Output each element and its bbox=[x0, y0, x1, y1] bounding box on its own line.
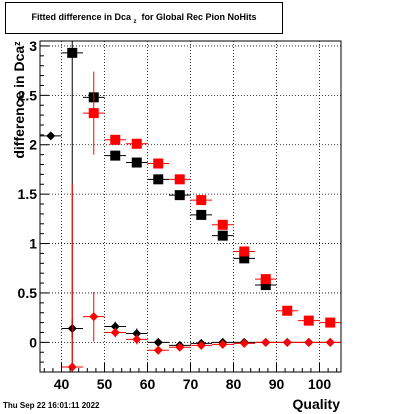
data-point-square bbox=[325, 317, 336, 328]
data-point-diamond bbox=[46, 131, 56, 141]
data-point-diamond bbox=[196, 340, 206, 350]
data-point-square bbox=[239, 253, 250, 264]
data-point-diamond bbox=[110, 322, 120, 332]
data-point-square bbox=[196, 195, 207, 206]
x-tick-label: 70 bbox=[183, 376, 199, 392]
chart-title-subscript: z bbox=[133, 19, 137, 25]
axis-ticks: 40 50 60 70 80 90 100 0 0.5 1 1.5 2 2.5 3 bbox=[18, 38, 338, 392]
chart-title: Fitted difference in Dca z for Global Re… bbox=[6, 12, 282, 25]
x-axis-label: Quality bbox=[292, 396, 340, 412]
y-tick-label: 0 bbox=[29, 334, 37, 350]
data-point-square bbox=[67, 47, 78, 58]
data-point-square bbox=[88, 108, 99, 119]
data-point-square bbox=[131, 138, 142, 149]
data-marks bbox=[40, 41, 341, 372]
y-tick-label: 0.5 bbox=[18, 285, 38, 301]
data-point-diamond bbox=[67, 362, 77, 372]
y-tick-label: 2.5 bbox=[18, 87, 38, 103]
data-point-diamond bbox=[89, 312, 99, 322]
data-point-square bbox=[131, 157, 142, 168]
data-point-square bbox=[110, 150, 121, 161]
data-point-diamond bbox=[239, 338, 249, 348]
x-tick-label: 40 bbox=[54, 376, 70, 392]
data-point-diamond bbox=[110, 327, 120, 337]
y-axis-label-main: difference in Dca bbox=[11, 45, 27, 159]
data-point-square bbox=[239, 246, 250, 257]
data-point-diamond bbox=[132, 328, 142, 338]
data-point-square bbox=[110, 134, 121, 145]
data-point-square bbox=[282, 305, 293, 316]
data-point-square bbox=[260, 280, 271, 291]
data-point-square bbox=[217, 219, 228, 230]
data-point-diamond bbox=[304, 337, 314, 347]
x-tick-label: 80 bbox=[226, 376, 242, 392]
grid bbox=[40, 41, 341, 372]
x-tick-label: 90 bbox=[269, 376, 285, 392]
y-tick-label: 2 bbox=[29, 137, 37, 153]
data-point-square bbox=[303, 315, 314, 326]
x-tick-label: 60 bbox=[140, 376, 156, 392]
data-point-square bbox=[196, 209, 207, 220]
data-point-diamond bbox=[218, 339, 228, 349]
y-tick-label: 3 bbox=[29, 38, 37, 54]
data-point-diamond bbox=[132, 334, 142, 344]
data-point-square bbox=[174, 174, 185, 185]
timestamp: Thu Sep 22 16:01:11 2022 bbox=[3, 401, 100, 410]
series-1 bbox=[83, 71, 341, 328]
y-tick-label: 1.5 bbox=[18, 186, 38, 202]
data-point-diamond bbox=[282, 337, 292, 347]
x-tick-label: 100 bbox=[308, 376, 332, 392]
data-point-diamond bbox=[153, 337, 163, 347]
chart-title-main: Fitted difference in Dca bbox=[31, 12, 131, 22]
data-point-square bbox=[217, 230, 228, 241]
title-box: Fitted difference in Dca z for Global Re… bbox=[5, 2, 283, 34]
data-point-diamond bbox=[175, 342, 185, 352]
chart-title-suffix: for Global Rec Pion NoHits bbox=[141, 12, 257, 22]
y-tick-label: 1 bbox=[29, 236, 37, 252]
data-point-square bbox=[174, 190, 185, 201]
series-3 bbox=[61, 184, 341, 372]
y-axis-label-subscript: z bbox=[12, 41, 22, 46]
data-point-diamond bbox=[153, 345, 163, 355]
data-point-square bbox=[153, 174, 164, 185]
data-point-diamond bbox=[325, 337, 335, 347]
y-axis-label: difference in Dcaz bbox=[11, 41, 27, 158]
data-point-diamond bbox=[261, 337, 271, 347]
x-tick-label: 50 bbox=[97, 376, 113, 392]
data-point-square bbox=[260, 274, 271, 285]
data-point-square bbox=[153, 158, 164, 169]
